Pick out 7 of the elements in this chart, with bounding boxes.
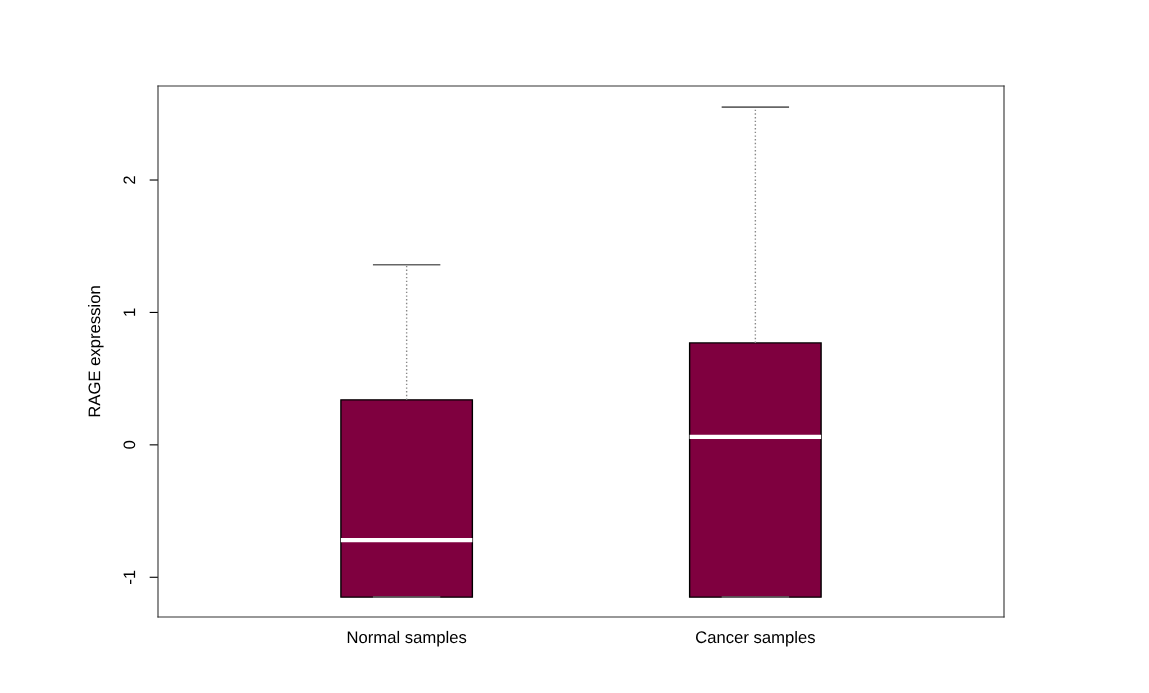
y-tick-label: 2 [123,176,136,184]
y-tick-label: -1 [123,570,136,584]
y-axis-title: RAGE expression [88,286,104,417]
y-tick-label: 1 [123,308,136,316]
x-tick-label: Cancer samples [696,630,815,647]
x-tick-label: Normal samples [347,630,467,647]
y-tick-label: 0 [123,440,136,449]
